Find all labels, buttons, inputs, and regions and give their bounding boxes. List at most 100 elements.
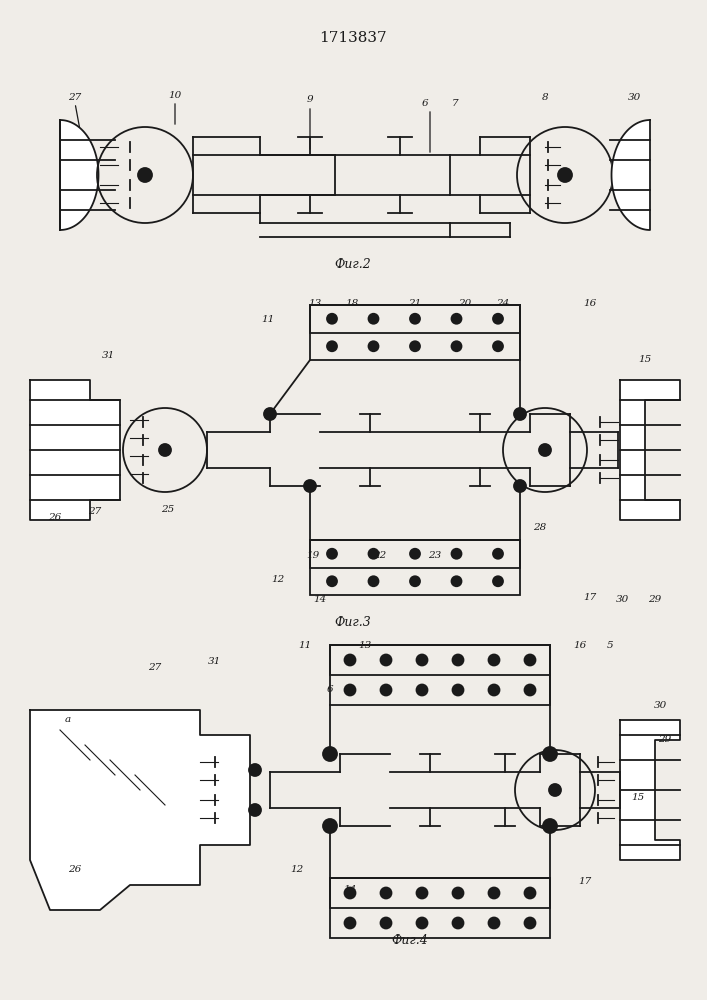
Circle shape xyxy=(416,888,428,898)
Circle shape xyxy=(452,918,464,928)
Circle shape xyxy=(327,576,337,586)
Circle shape xyxy=(410,314,420,324)
Circle shape xyxy=(489,918,500,928)
Circle shape xyxy=(452,549,462,559)
Text: a: a xyxy=(65,716,71,724)
Circle shape xyxy=(323,819,337,833)
Polygon shape xyxy=(620,720,680,860)
Circle shape xyxy=(525,888,535,898)
Text: 8: 8 xyxy=(542,93,549,102)
Text: 15: 15 xyxy=(638,356,652,364)
Text: 29: 29 xyxy=(648,595,662,604)
Circle shape xyxy=(514,480,526,492)
Circle shape xyxy=(410,576,420,586)
Circle shape xyxy=(264,408,276,420)
Bar xyxy=(330,878,550,938)
Text: 13: 13 xyxy=(358,641,372,650)
Text: 14: 14 xyxy=(344,886,356,894)
Circle shape xyxy=(368,341,378,351)
Polygon shape xyxy=(30,710,250,910)
Text: 31: 31 xyxy=(209,658,221,666)
Circle shape xyxy=(525,684,535,696)
Circle shape xyxy=(493,341,503,351)
Circle shape xyxy=(493,314,503,324)
Circle shape xyxy=(493,549,503,559)
Circle shape xyxy=(558,168,572,182)
Text: 24: 24 xyxy=(496,298,510,308)
Circle shape xyxy=(525,654,535,666)
Text: 16: 16 xyxy=(573,641,587,650)
Text: 30: 30 xyxy=(629,93,642,102)
Text: Фиг.3: Фиг.3 xyxy=(334,615,371,629)
Polygon shape xyxy=(30,380,120,520)
Bar xyxy=(330,645,550,705)
Text: 7: 7 xyxy=(452,99,458,107)
Bar xyxy=(310,540,520,595)
Circle shape xyxy=(380,654,392,666)
Text: 18: 18 xyxy=(346,298,358,308)
Circle shape xyxy=(416,684,428,696)
Circle shape xyxy=(489,888,500,898)
Text: 12: 12 xyxy=(271,576,285,584)
Text: 11: 11 xyxy=(298,641,312,650)
Circle shape xyxy=(525,918,535,928)
Circle shape xyxy=(452,314,462,324)
Text: 5: 5 xyxy=(607,641,613,650)
Text: 10: 10 xyxy=(168,91,182,100)
Circle shape xyxy=(368,314,378,324)
Text: 26: 26 xyxy=(69,865,81,874)
Text: 16: 16 xyxy=(583,298,597,308)
Text: 19: 19 xyxy=(306,550,320,560)
Text: Фиг.2: Фиг.2 xyxy=(334,258,371,271)
Circle shape xyxy=(489,684,500,696)
Circle shape xyxy=(344,654,356,666)
Polygon shape xyxy=(620,380,680,520)
Circle shape xyxy=(452,341,462,351)
Text: 22: 22 xyxy=(373,550,387,560)
Text: 30: 30 xyxy=(615,595,629,604)
Circle shape xyxy=(304,480,316,492)
Circle shape xyxy=(452,888,464,898)
Polygon shape xyxy=(612,120,650,230)
Text: 1713837: 1713837 xyxy=(319,31,387,45)
Circle shape xyxy=(327,549,337,559)
Circle shape xyxy=(410,549,420,559)
Text: 25: 25 xyxy=(161,506,175,514)
Circle shape xyxy=(489,654,500,666)
Circle shape xyxy=(549,784,561,796)
Text: 17: 17 xyxy=(578,878,592,886)
Circle shape xyxy=(380,684,392,696)
Circle shape xyxy=(327,314,337,324)
Circle shape xyxy=(327,341,337,351)
Circle shape xyxy=(344,918,356,928)
Bar xyxy=(330,645,550,675)
Circle shape xyxy=(416,918,428,928)
Text: 30: 30 xyxy=(653,700,667,710)
Text: 27: 27 xyxy=(69,93,81,102)
Text: 31: 31 xyxy=(101,351,115,360)
Circle shape xyxy=(138,168,152,182)
Bar xyxy=(310,305,520,332)
Text: 6: 6 xyxy=(327,686,333,694)
Text: 11: 11 xyxy=(262,316,274,324)
Text: 21: 21 xyxy=(409,298,421,308)
Circle shape xyxy=(368,549,378,559)
Circle shape xyxy=(416,654,428,666)
Text: 23: 23 xyxy=(428,550,442,560)
Text: 12: 12 xyxy=(291,865,303,874)
Text: 14: 14 xyxy=(313,595,327,604)
Circle shape xyxy=(452,684,464,696)
Circle shape xyxy=(543,747,557,761)
Text: 27: 27 xyxy=(88,508,102,516)
Circle shape xyxy=(539,444,551,456)
Bar xyxy=(330,878,550,908)
Text: Фиг.4: Фиг.4 xyxy=(392,934,428,946)
Text: 27: 27 xyxy=(148,664,162,672)
Circle shape xyxy=(514,408,526,420)
Bar xyxy=(310,305,520,360)
Text: 6: 6 xyxy=(421,99,428,107)
Circle shape xyxy=(380,888,392,898)
Circle shape xyxy=(159,444,171,456)
Text: 13: 13 xyxy=(308,298,322,308)
Circle shape xyxy=(410,341,420,351)
